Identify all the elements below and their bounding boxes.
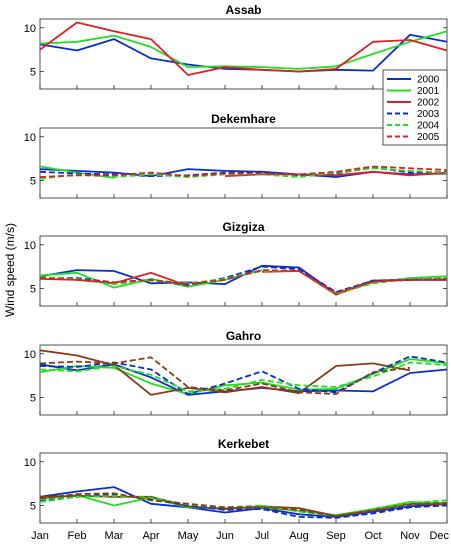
- y-tick-label: 10: [24, 132, 36, 144]
- series-line-assab-2002: [39, 21, 448, 76]
- x-tick-label: Aug: [289, 530, 309, 542]
- series-line-gizgiza-2005: [39, 269, 448, 294]
- x-axis-month-labels: Jan Feb Mar Apr May Jun Jul Aug Sep Oct Nov Dec: [31, 530, 449, 542]
- panels-group: Assab510Dekemhare510Gizgiza510Gahro510Ke…: [24, 3, 448, 524]
- x-tick-label: May: [178, 530, 199, 542]
- plot-frame: [39, 344, 448, 416]
- panel-title-gizgiza: Gizgiza: [222, 220, 264, 234]
- series-line-kerkebet-2000: [39, 486, 448, 518]
- legend-label-2003: 2003: [417, 109, 440, 120]
- series-line-gahro-2002: [39, 349, 411, 396]
- series-line-kerkebet-2003: [39, 493, 448, 519]
- panel-title-dekemhare: Dekemhare: [211, 112, 276, 126]
- panel-kerkebet: Kerkebet 5 10: [24, 437, 448, 524]
- y-tick-label: 10: [24, 457, 36, 469]
- legend-label-2000: 2000: [417, 75, 440, 86]
- series-line-dekemhare-2002: [224, 170, 448, 177]
- series-line-gizgiza-2004: [39, 270, 448, 295]
- y-tick-label: 5: [30, 176, 36, 188]
- panel-gahro: Gahro 5 10: [24, 329, 448, 416]
- x-tick-label: Oct: [364, 530, 381, 542]
- panel-title-kerkebet: Kerkebet: [218, 437, 269, 451]
- x-tick-label: Apr: [142, 530, 159, 542]
- y-tick-label: 10: [24, 349, 36, 361]
- series-line-kerkebet-2004: [39, 495, 448, 517]
- legend-label-2002: 2002: [417, 98, 440, 109]
- y-tick-label: 10: [24, 240, 36, 252]
- y-tick-label: 5: [30, 393, 36, 405]
- x-tick-label: Sep: [326, 530, 346, 542]
- x-tick-label: Jun: [216, 530, 234, 542]
- x-tick-label: Feb: [68, 530, 87, 542]
- legend-label-2001: 2001: [417, 86, 440, 97]
- x-tick-label: Dec: [429, 530, 449, 542]
- panel-title-assab: Assab: [225, 3, 261, 17]
- y-tick-label: 5: [30, 284, 36, 296]
- series-line-dekemhare-2004: [39, 167, 448, 180]
- legend-label-2005: 2005: [417, 132, 440, 143]
- x-tick-label: Jul: [255, 530, 269, 542]
- legend-label-2004: 2004: [417, 121, 440, 132]
- panel-dekemhare: Dekemhare 5 10: [24, 112, 448, 199]
- series-line-kerkebet-2005: [39, 492, 448, 517]
- series-line-gahro-2004: [39, 361, 448, 393]
- panel-gizgiza: Gizgiza 5 10: [24, 220, 448, 307]
- series-line-dekemhare-2005: [39, 165, 448, 178]
- x-tick-label: Jan: [31, 530, 49, 542]
- plot-frame: [39, 127, 448, 199]
- y-tick-label: 10: [24, 23, 36, 35]
- legend-box: [382, 69, 448, 146]
- y-axis-label: Wind speed (m/s): [3, 223, 17, 317]
- y-tick-label: 5: [30, 67, 36, 79]
- panel-title-gahro: Gahro: [226, 329, 261, 343]
- x-tick-label: Nov: [400, 530, 420, 542]
- x-tick-label: Mar: [105, 530, 124, 542]
- y-tick-label: 5: [30, 501, 36, 513]
- series-line-assab-2001: [39, 30, 448, 70]
- panel-assab: Assab 5 10: [24, 3, 448, 90]
- series-line-dekemhare-2003: [39, 166, 448, 177]
